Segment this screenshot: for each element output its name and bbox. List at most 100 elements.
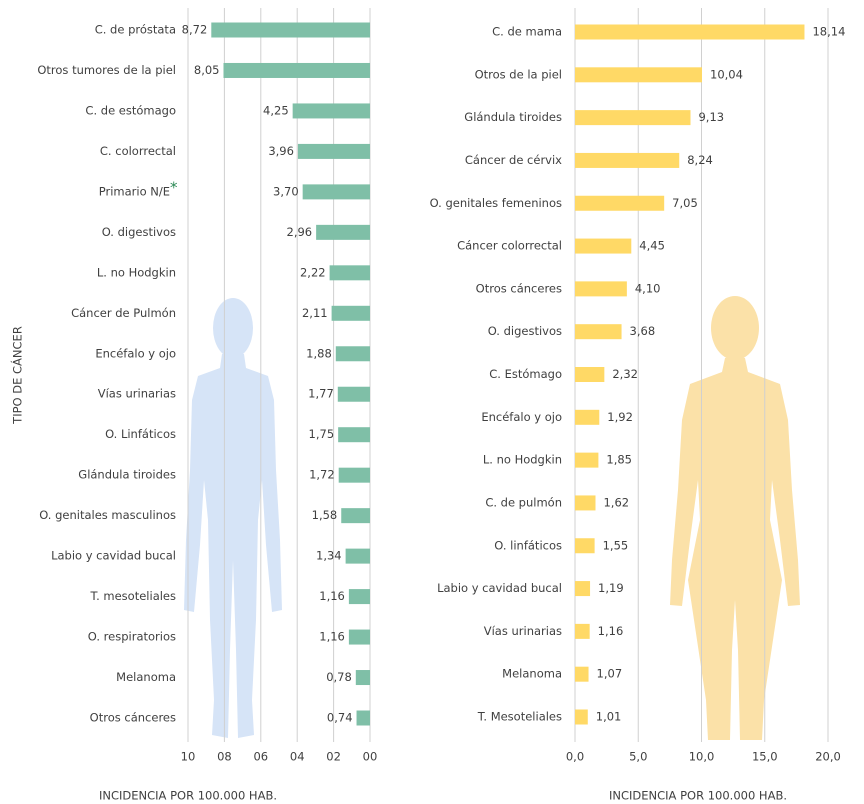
category-label: T. mesoteliales	[89, 589, 176, 603]
value-label: 8,05	[194, 63, 220, 77]
category-label: O. genitales femeninos	[430, 196, 562, 210]
category-label: Otros tumores de la piel	[37, 63, 176, 77]
category-label: O. linfáticos	[494, 538, 562, 552]
value-label: 1,16	[319, 630, 345, 644]
value-label: 1,01	[596, 710, 622, 724]
category-label: O. digestivos	[102, 225, 176, 239]
bar	[298, 144, 370, 159]
bar	[575, 410, 599, 425]
value-label: 10,04	[710, 67, 743, 81]
bar	[330, 265, 370, 280]
category-label: L. no Hodgkin	[97, 265, 176, 279]
bar	[346, 549, 370, 564]
bar	[575, 67, 702, 82]
bar	[575, 281, 627, 296]
value-label: 2,11	[302, 306, 328, 320]
bar	[575, 667, 589, 682]
x-tick-label: 20,0	[815, 750, 841, 764]
x-tick-label: 15,0	[752, 750, 778, 764]
value-label: 1,72	[309, 468, 335, 482]
value-label: 1,16	[598, 624, 624, 638]
value-label: 1,92	[607, 410, 633, 424]
bar	[339, 468, 370, 483]
bar	[575, 25, 804, 40]
category-label: Vías urinarias	[98, 387, 176, 401]
category-label: O. digestivos	[488, 324, 562, 338]
value-label: 8,72	[182, 23, 208, 37]
category-label: Encéfalo y ojo	[481, 410, 562, 424]
category-label: O. genitales masculinos	[39, 508, 176, 522]
category-label: Glándula tiroides	[78, 468, 176, 482]
value-label: 18,14	[812, 25, 845, 39]
value-label: 8,24	[687, 153, 713, 167]
bar	[575, 624, 590, 639]
bar	[575, 239, 631, 254]
male-silhouette	[184, 298, 282, 738]
value-label: 9,13	[698, 110, 724, 124]
value-label: 3,68	[630, 324, 656, 338]
x-axis-title: INCIDENCIA POR 100.000 HAB.	[99, 789, 277, 803]
category-label: Encéfalo y ojo	[95, 346, 176, 360]
value-label: 7,05	[672, 196, 698, 210]
category-label: Cáncer colorrectal	[457, 239, 562, 253]
category-label: Melanoma	[502, 667, 562, 681]
x-tick-label: 02	[326, 750, 341, 764]
category-label: C. Estómago	[489, 367, 562, 381]
category-label: C. de pulmón	[485, 495, 562, 509]
value-label: 1,19	[598, 581, 624, 595]
category-label: Otros cánceres	[90, 711, 176, 725]
category-label: Otros de la piel	[475, 67, 562, 81]
bar	[211, 23, 370, 38]
value-label: 0,74	[327, 711, 353, 725]
chart: TIPO DE CÁNCER INCIDENCIA POR 100.000 HA…	[0, 0, 864, 804]
x-tick-label: 10,0	[689, 750, 715, 764]
x-tick-label: 5,0	[629, 750, 647, 764]
value-label: 2,22	[300, 265, 326, 279]
category-label: C. colorrectal	[100, 144, 176, 158]
value-label: 1,85	[606, 453, 632, 467]
value-label: 1,62	[603, 495, 629, 509]
bar	[575, 196, 664, 211]
bar	[303, 184, 370, 199]
bar	[575, 538, 595, 553]
category-label: O. Linfáticos	[105, 427, 176, 441]
category-label: L. no Hodgkin	[483, 453, 562, 467]
value-label: 1,07	[597, 667, 623, 681]
value-label: 3,96	[268, 144, 294, 158]
category-label: Melanoma	[116, 670, 176, 684]
bar	[341, 508, 370, 523]
category-label: Labio y cavidad bucal	[437, 581, 562, 595]
bar	[575, 453, 598, 468]
bar	[575, 581, 590, 596]
bar	[349, 589, 370, 604]
bar	[349, 630, 370, 645]
bar	[293, 103, 370, 118]
y-axis-title: TIPO DE CÁNCER	[10, 326, 25, 425]
bar	[575, 110, 690, 125]
bar	[575, 324, 622, 339]
value-label: 2,32	[612, 367, 638, 381]
value-label: 1,77	[308, 387, 334, 401]
value-label: 1,34	[316, 549, 342, 563]
bar	[338, 427, 370, 442]
x-tick-label: 00	[363, 750, 378, 764]
value-label: 4,45	[639, 239, 665, 253]
value-label: 0,78	[326, 670, 352, 684]
category-label: Cáncer de cérvix	[465, 153, 562, 167]
x-tick-label: 06	[253, 750, 268, 764]
category-label: C. de próstata	[95, 23, 176, 37]
bar	[357, 711, 370, 726]
category-label: C. de estómago	[85, 103, 176, 117]
bar	[356, 670, 370, 685]
value-label: 1,75	[309, 427, 335, 441]
footnote-mark: *	[170, 178, 178, 196]
category-label: Glándula tiroides	[464, 110, 562, 124]
bar	[575, 495, 595, 510]
bar	[575, 710, 588, 725]
value-label: 1,58	[312, 508, 338, 522]
value-label: 4,10	[635, 281, 661, 295]
category-label: T. Mesoteliales	[477, 710, 562, 724]
category-label: Labio y cavidad bucal	[51, 549, 176, 563]
category-label: C. de mama	[492, 25, 562, 39]
bar	[338, 387, 370, 402]
